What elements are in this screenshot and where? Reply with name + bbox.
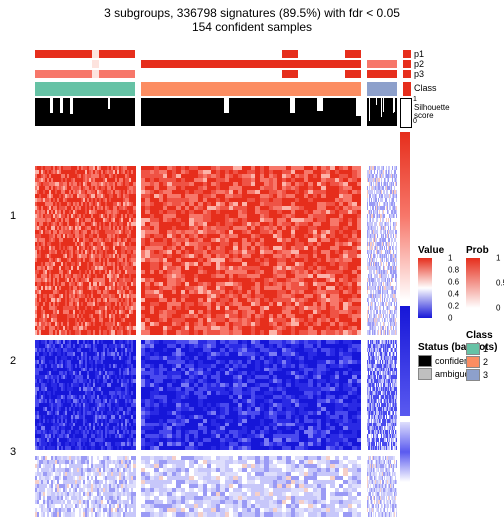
- p3-cell: [251, 70, 267, 78]
- p2-cell: [282, 60, 298, 68]
- side-strip: [400, 422, 410, 482]
- p2-cell: [172, 60, 188, 68]
- p2-label: p2: [414, 59, 424, 69]
- silh-bar: [317, 98, 323, 111]
- p2-cell: [141, 60, 157, 68]
- silh-bar: [290, 98, 296, 113]
- class-block: [35, 82, 135, 96]
- silh-bar: [108, 98, 111, 109]
- p2-cell: [251, 60, 267, 68]
- silh-bar: [70, 98, 73, 114]
- rowgroup-label: 2: [10, 355, 16, 367]
- p3-cell: [204, 70, 220, 78]
- p3-cell: [172, 70, 188, 78]
- p3-cell: [157, 70, 173, 78]
- p1-cell: [220, 50, 236, 58]
- title-1: 3 subgroups, 336798 signatures (89.5%) w…: [0, 0, 504, 20]
- p1-label: p1: [414, 49, 424, 59]
- silh-tick: 1: [413, 96, 417, 103]
- p1-swatch: [403, 50, 411, 58]
- p3-cell: [220, 70, 236, 78]
- p3-cell: [128, 70, 136, 78]
- class-label: Class: [414, 83, 437, 93]
- p2-cell: [267, 60, 283, 68]
- p3-cell: [395, 70, 398, 78]
- p1-cell: [172, 50, 188, 58]
- silh-label: Silhouette score: [414, 104, 450, 120]
- p1-cell: [188, 50, 204, 58]
- p3-cell: [314, 70, 330, 78]
- p2-cell: [204, 60, 220, 68]
- p3-cell: [298, 70, 314, 78]
- silh-axis: [400, 98, 412, 128]
- p1-cell: [141, 50, 157, 58]
- p2-cell: [298, 60, 314, 68]
- p1-cell: [330, 50, 346, 58]
- p1-cell: [345, 50, 361, 58]
- p3-swatch: [403, 70, 411, 78]
- p2-cell: [235, 60, 251, 68]
- legend-prob: Prob10.50: [466, 245, 489, 308]
- silh-bar: [356, 98, 362, 116]
- p1-cell: [157, 50, 173, 58]
- silh-bar: [381, 98, 382, 117]
- p3-cell: [188, 70, 204, 78]
- p2-swatch: [403, 60, 411, 68]
- p2-cell: [220, 60, 236, 68]
- silh-bar: [60, 98, 63, 113]
- p2-cell: [188, 60, 204, 68]
- legend-class: Class123: [466, 330, 493, 382]
- p2-cell: [314, 60, 330, 68]
- side-strip: [400, 132, 410, 300]
- side-strip: [400, 306, 410, 416]
- p1-cell: [282, 50, 298, 58]
- class-swatch: [403, 82, 411, 96]
- p3-cell: [345, 70, 361, 78]
- p1-cell: [395, 50, 398, 58]
- class-block: [367, 82, 397, 96]
- silh-bar: [224, 98, 230, 113]
- p2-cell: [128, 60, 136, 68]
- p3-cell: [330, 70, 346, 78]
- p1-cell: [267, 50, 283, 58]
- legend-value: Value10.80.60.40.20: [418, 245, 444, 318]
- silh-bar: [394, 98, 395, 112]
- p2-cell: [157, 60, 173, 68]
- p2-cell: [330, 60, 346, 68]
- title-2: 154 confident samples: [0, 20, 504, 34]
- p1-cell: [128, 50, 136, 58]
- p1-cell: [298, 50, 314, 58]
- p3-cell: [141, 70, 157, 78]
- p3-cell: [267, 70, 283, 78]
- silh-bar: [376, 98, 377, 105]
- p3-cell: [235, 70, 251, 78]
- class-block: [141, 82, 361, 96]
- p3-label: p3: [414, 69, 424, 79]
- rowgroup-label: 3: [10, 446, 16, 458]
- p1-cell: [204, 50, 220, 58]
- p2-cell: [345, 60, 361, 68]
- p1-cell: [235, 50, 251, 58]
- silh-bg: [141, 98, 361, 126]
- rowgroup-label: 1: [10, 210, 16, 222]
- silh-bar: [50, 98, 53, 113]
- p3-cell: [282, 70, 298, 78]
- p1-cell: [251, 50, 267, 58]
- silh-bar: [383, 98, 384, 112]
- silh-bar: [369, 98, 370, 121]
- p2-cell: [395, 60, 398, 68]
- p1-cell: [314, 50, 330, 58]
